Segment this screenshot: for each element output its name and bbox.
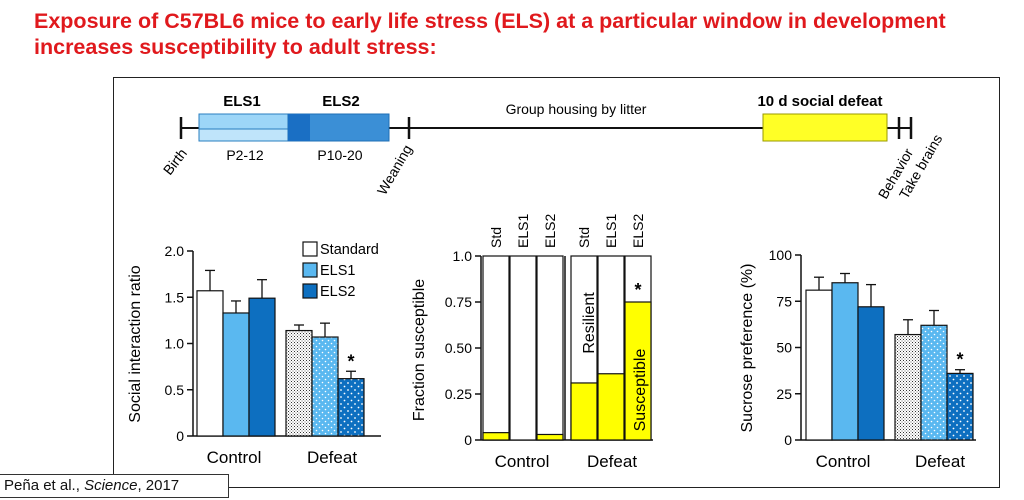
chart2-yticks: 0 0.25 0.50 0.75 1.0 bbox=[445, 248, 481, 448]
chart2-category-label: Std bbox=[576, 227, 592, 248]
slide-title: Exposure of C57BL6 mice to early life st… bbox=[34, 9, 946, 59]
chart1-legend: Standard ELS1 ELS2 bbox=[302, 241, 379, 300]
group-housing-label: Group housing by litter bbox=[506, 101, 647, 117]
chart2-category-label: ELS2 bbox=[542, 214, 558, 248]
els2-range: P10-20 bbox=[317, 147, 362, 163]
chart1-bar bbox=[248, 297, 276, 437]
els1-label: ELS1 bbox=[223, 93, 261, 110]
chart1-bar bbox=[196, 290, 224, 437]
chart2-bar-susceptible bbox=[482, 432, 510, 441]
els1-range: P2-12 bbox=[226, 147, 264, 163]
chart2-ytick-label-1: 0.25 bbox=[445, 386, 472, 402]
chart2-significance-star: * bbox=[634, 280, 641, 300]
chart2-category-label: ELS1 bbox=[603, 214, 619, 248]
chart1-bar bbox=[285, 329, 313, 437]
chart1-group-control: Control bbox=[207, 448, 262, 467]
citation-author: Peña et al., bbox=[4, 477, 85, 494]
chart3-ylabel: Sucrose preference (%) bbox=[739, 264, 756, 433]
citation-journal: Science bbox=[84, 477, 138, 494]
chart3-yticks: 0 25 50 75 100 bbox=[769, 247, 801, 448]
chart2-category-label: ELS2 bbox=[630, 214, 646, 248]
chart1-yticks: 0 0.5 1.0 1.5 2.0 bbox=[165, 243, 193, 444]
chart3-ytick-label-1: 25 bbox=[776, 386, 792, 402]
chart3-bar bbox=[894, 333, 922, 441]
chart2-bar-susceptible bbox=[624, 301, 652, 441]
chart3-group-control: Control bbox=[816, 452, 871, 471]
chart3-bar bbox=[857, 306, 885, 441]
chart2-ytick-label-2: 0.50 bbox=[445, 340, 472, 356]
sucrose-preference-chart: Sucrose preference (%) Control Defeat 0 2… bbox=[739, 247, 976, 471]
chart3-ytick-label-4: 100 bbox=[769, 247, 793, 263]
citation: Peña et al., Science, 2017 bbox=[0, 474, 229, 498]
chart2-ytick-label-4: 1.0 bbox=[453, 248, 473, 264]
chart1-ytick-label-0: 0 bbox=[176, 428, 184, 444]
susceptible-label: Susceptible bbox=[632, 349, 649, 432]
chart2-bar-resilient bbox=[509, 255, 537, 441]
chart2-bar-susceptible bbox=[536, 433, 564, 441]
chart3-bar bbox=[831, 282, 859, 441]
legend-swatch-els1 bbox=[302, 262, 318, 278]
figure-frame bbox=[113, 77, 1000, 488]
chart2-bar-resilient bbox=[482, 255, 510, 441]
defeat-bar bbox=[762, 113, 888, 142]
chart1-ytick-label-3: 1.5 bbox=[165, 289, 185, 305]
chart3-bar bbox=[946, 372, 974, 441]
fraction-susceptible-chart: Fraction susceptible Control Defeat 0 0.2… bbox=[411, 214, 653, 471]
chart3-ytick-label-0: 0 bbox=[784, 432, 792, 448]
chart1-ytick-label-1: 0.5 bbox=[165, 382, 185, 398]
chart3-bar bbox=[805, 289, 833, 441]
chart2-ylabel: Fraction susceptible bbox=[411, 279, 428, 421]
legend-swatch-els2 bbox=[302, 283, 318, 299]
els2-label: ELS2 bbox=[322, 93, 360, 110]
chart2-ytick-label-3: 0.75 bbox=[445, 294, 472, 310]
social-interaction-chart: Social interaction ratio Control Defeat … bbox=[127, 241, 381, 467]
els-overlap bbox=[288, 114, 310, 141]
weaning-label: Weaning bbox=[374, 142, 415, 198]
chart1-group-defeat: Defeat bbox=[307, 448, 357, 467]
chart2-ytick-label-0: 0 bbox=[464, 432, 472, 448]
chart3-ytick-label-2: 50 bbox=[776, 340, 792, 356]
chart2-bar-susceptible bbox=[597, 373, 625, 441]
chart2-category-label: Std bbox=[488, 227, 504, 248]
chart3-significance-star: * bbox=[956, 350, 963, 370]
legend-label-standard: Standard bbox=[320, 242, 379, 258]
chart2-bar-resilient bbox=[536, 255, 564, 441]
chart2-bar-susceptible bbox=[570, 382, 598, 441]
chart1-bar bbox=[337, 378, 365, 437]
chart2-group-defeat: Defeat bbox=[587, 452, 637, 471]
legend-label-els1: ELS1 bbox=[320, 263, 355, 279]
citation-year: , 2017 bbox=[137, 477, 180, 494]
chart2-bars: Std ELS1 ELS2 Std ELS1 ELS2 * bbox=[482, 214, 652, 441]
legend-label-els2: ELS2 bbox=[320, 284, 355, 300]
chart1-ytick-label-2: 1.0 bbox=[165, 336, 185, 352]
chart3-bar bbox=[920, 324, 948, 441]
chart3-bars: * bbox=[805, 272, 974, 441]
chart3-ytick-label-3: 75 bbox=[776, 293, 792, 309]
defeat-label: 10 d social defeat bbox=[757, 93, 882, 110]
chart2-group-control: Control bbox=[495, 452, 550, 471]
chart1-bars: * bbox=[196, 269, 365, 437]
chart1-bar bbox=[311, 336, 339, 437]
chart1-significance-star: * bbox=[347, 351, 354, 371]
chart1-ytick-label-4: 2.0 bbox=[165, 243, 185, 259]
timeline: ELS1 ELS2 P2-12 P10-20 Group housing by … bbox=[160, 93, 946, 202]
chart3-group-defeat: Defeat bbox=[915, 452, 965, 471]
chart1-bar bbox=[222, 312, 250, 437]
chart1-ylabel: Social interaction ratio bbox=[127, 265, 144, 423]
legend-swatch-standard bbox=[302, 241, 318, 257]
birth-label: Birth bbox=[160, 145, 190, 178]
chart2-category-label: ELS1 bbox=[515, 214, 531, 248]
resilient-label: Resilient bbox=[581, 292, 598, 354]
